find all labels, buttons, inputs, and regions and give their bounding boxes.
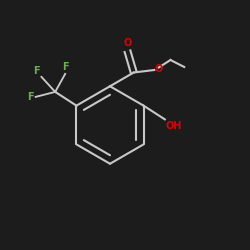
Text: O: O (124, 38, 132, 48)
Text: F: F (27, 92, 34, 102)
Text: O: O (155, 64, 163, 74)
Text: OH: OH (166, 122, 182, 132)
Text: F: F (62, 62, 69, 72)
Text: F: F (33, 66, 40, 76)
